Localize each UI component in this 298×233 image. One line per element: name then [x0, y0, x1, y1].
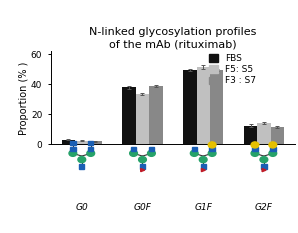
Bar — [196, 67, 210, 144]
Bar — [136, 94, 149, 144]
Bar — [62, 140, 75, 144]
Y-axis label: Proportion (% ): Proportion (% ) — [19, 61, 30, 134]
Legend: FBS, F5: S5, F3 : S7: FBS, F5: S5, F3 : S7 — [209, 54, 256, 86]
Bar — [149, 86, 162, 144]
Bar — [75, 141, 89, 144]
Bar — [89, 141, 102, 144]
Bar — [210, 70, 223, 144]
Bar — [271, 127, 284, 144]
Bar — [257, 123, 271, 144]
Bar — [244, 126, 257, 144]
Bar — [122, 87, 136, 144]
Title: N-linked glycosylation profiles
of the mAb (rituximab): N-linked glycosylation profiles of the m… — [89, 27, 257, 49]
Bar — [183, 70, 196, 144]
